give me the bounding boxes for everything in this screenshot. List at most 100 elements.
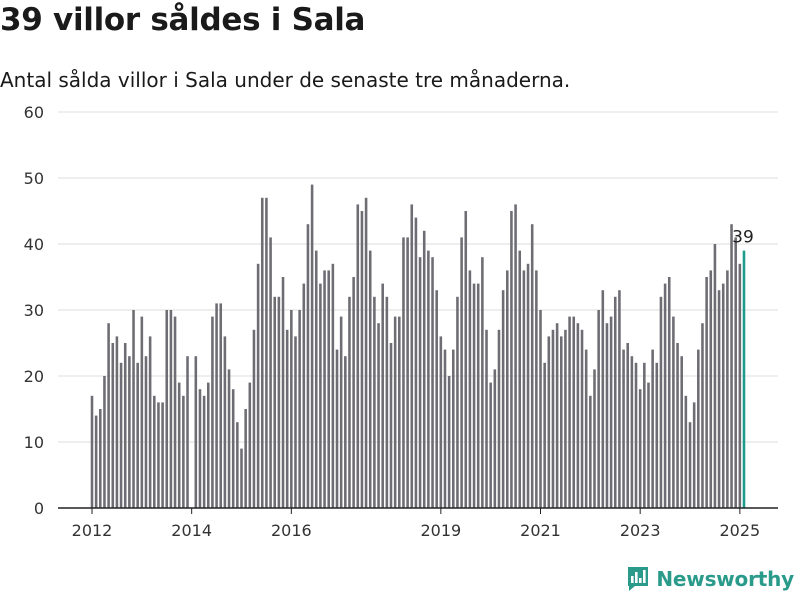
bar: [422, 230, 426, 509]
bar: [186, 356, 189, 508]
bar: [244, 409, 247, 508]
bar: [564, 329, 567, 508]
bar: [306, 224, 310, 508]
bar: [730, 224, 733, 508]
x-tick-label: 2012: [72, 521, 113, 540]
newsworthy-logo: Newsworthy: [626, 566, 794, 592]
bar-highlight: [742, 250, 746, 508]
y-tick-label: 0: [34, 499, 44, 518]
bar: [647, 382, 650, 508]
bar: [427, 250, 430, 508]
bar: [273, 296, 277, 508]
bar: [701, 323, 704, 508]
bar: [215, 303, 218, 508]
bar: [535, 270, 538, 508]
bar: [613, 296, 617, 508]
bar: [672, 316, 675, 508]
bar: [169, 310, 173, 508]
bar: [726, 270, 729, 508]
bar: [547, 336, 551, 508]
bar: [589, 395, 592, 508]
bar: [298, 310, 301, 508]
bar: [231, 389, 235, 508]
bar: [182, 395, 185, 508]
y-tick-label: 30: [24, 301, 44, 320]
bar: [713, 244, 717, 508]
bar: [651, 349, 654, 508]
bar: [90, 395, 94, 508]
bar: [364, 197, 368, 509]
bar: [236, 422, 239, 508]
bar: [655, 362, 659, 508]
bar: [240, 448, 243, 508]
bar: [476, 283, 480, 508]
bar: [115, 336, 119, 508]
bar: [377, 323, 380, 508]
bar: [418, 257, 422, 508]
bar: [452, 349, 455, 508]
bar: [256, 263, 260, 508]
bar: [173, 316, 177, 508]
bar: [518, 250, 522, 508]
bar: [161, 402, 164, 508]
bar: [572, 316, 576, 508]
bar: [335, 349, 339, 508]
bar: [601, 290, 605, 508]
bar: [373, 296, 376, 508]
bar: [597, 310, 600, 508]
bar: [443, 349, 447, 508]
bar: [501, 290, 505, 508]
bar: [688, 422, 692, 508]
bar: [680, 356, 683, 508]
bar: [447, 376, 451, 508]
bar: [580, 329, 584, 508]
bar: [202, 395, 206, 508]
bar: [211, 316, 214, 508]
y-tick-label: 40: [24, 235, 44, 254]
bar: [530, 224, 534, 508]
bar: [265, 197, 268, 509]
bar: [227, 369, 231, 508]
bar: [331, 263, 335, 508]
bar: [721, 283, 725, 508]
bar: [697, 349, 700, 508]
bar: [593, 369, 596, 508]
bar: [609, 316, 613, 508]
bar: [206, 382, 210, 508]
bar: [539, 310, 542, 508]
bar: [734, 237, 737, 508]
bar: [414, 217, 418, 508]
bar: [738, 263, 742, 508]
bar: [252, 329, 256, 508]
bar: [177, 382, 181, 508]
bar: [406, 237, 409, 508]
bar: [327, 270, 330, 508]
bar: [630, 356, 634, 508]
bar: [99, 409, 102, 508]
bar: [94, 415, 98, 508]
bar: [260, 197, 264, 509]
bar: [481, 257, 484, 508]
bar: [153, 395, 156, 508]
bar: [705, 277, 708, 508]
bar: [111, 343, 115, 508]
bar: [310, 184, 314, 508]
bar: [165, 310, 169, 508]
bar: [248, 382, 252, 508]
x-tick-label: 2019: [420, 521, 461, 540]
bar: [381, 283, 384, 508]
bar: [132, 310, 135, 508]
y-tick-label: 20: [24, 367, 44, 386]
bar-chart-logo-icon: [628, 567, 649, 591]
bar: [119, 362, 123, 508]
bar: [285, 329, 289, 508]
bar: [555, 323, 559, 508]
bar: [709, 270, 713, 508]
bar: [497, 329, 501, 508]
bar: [344, 356, 347, 508]
bar: [348, 296, 351, 508]
bar: [676, 343, 679, 508]
bar: [368, 250, 372, 508]
bar: [385, 296, 389, 508]
